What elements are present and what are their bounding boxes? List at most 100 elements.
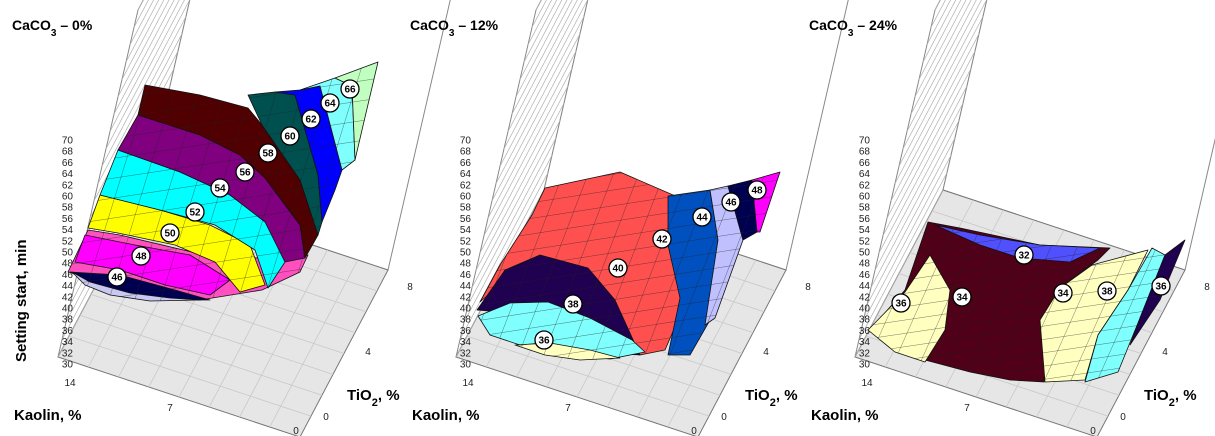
wall-gridline xyxy=(862,155,952,323)
wall-gridline xyxy=(495,16,585,184)
kaolin-tick-label: 14 xyxy=(861,378,873,389)
z-tick-label: 40 xyxy=(859,304,871,315)
z-tick-label: 52 xyxy=(62,236,74,247)
z-tick-label: 50 xyxy=(460,248,472,259)
z-tick-label: 42 xyxy=(859,292,871,303)
wall-gridline xyxy=(523,0,558,63)
wall-gridline xyxy=(886,51,976,219)
z-tick-label: 66 xyxy=(62,158,74,169)
title-sub: 3 xyxy=(51,28,57,39)
wall-gridline xyxy=(878,85,968,254)
contour-value: 66 xyxy=(344,85,356,96)
wall-gridline xyxy=(117,0,170,97)
contour-label: 38 xyxy=(1097,281,1117,301)
contour-value: 36 xyxy=(895,299,907,310)
z-tick-label: 58 xyxy=(859,203,871,214)
z-tick-label: 70 xyxy=(460,136,472,147)
tio2-sub: 2 xyxy=(1169,397,1175,409)
kaolin-tick-label: 14 xyxy=(462,378,474,389)
surface-region xyxy=(934,224,1101,263)
z-tick-label: 48 xyxy=(460,259,472,270)
tio2-main: TiO xyxy=(745,387,770,404)
contour-label: 52 xyxy=(185,202,205,222)
contour-label: 44 xyxy=(692,207,712,227)
tio2-tick-label: 8 xyxy=(1204,282,1210,293)
floor-gridline xyxy=(667,259,757,428)
z-tick-label: 56 xyxy=(859,214,871,225)
wall-gridline xyxy=(121,0,165,80)
z-tick-label: 38 xyxy=(460,315,472,326)
contour-bubble xyxy=(280,126,300,146)
z-tick-label: 56 xyxy=(460,214,472,225)
contour-label: 66 xyxy=(340,79,360,99)
contour-value: 36 xyxy=(538,336,550,347)
contour-label: 32 xyxy=(1014,245,1034,265)
contour-bubble xyxy=(235,162,255,182)
contour-label: 64 xyxy=(320,93,340,113)
kaolin-tick-label: 14 xyxy=(64,378,76,389)
tio2-axis-label: TiO2, % xyxy=(745,387,798,409)
panel-title: CaCO3 – 24% xyxy=(809,17,898,39)
z-tick-label: 38 xyxy=(62,315,74,326)
z-tick-label: 32 xyxy=(62,348,74,359)
surface-region xyxy=(867,254,951,363)
z-tick-label: 42 xyxy=(460,292,472,303)
title-rest: – 0% xyxy=(56,17,92,33)
contour-label: 40 xyxy=(608,258,628,278)
contour-bubble xyxy=(952,287,972,307)
z-tick-label: 60 xyxy=(859,192,871,203)
z-tick-label: 30 xyxy=(859,360,871,371)
wall-gridline xyxy=(483,68,573,236)
z-tick-label: 36 xyxy=(62,326,74,337)
tio2-tick-label: 4 xyxy=(365,347,371,358)
wall-gridline xyxy=(503,0,583,149)
contour-value: 44 xyxy=(696,213,708,224)
contour-label: 38 xyxy=(563,294,583,314)
contour-bubble xyxy=(608,258,628,278)
z-tick-label: 52 xyxy=(460,236,472,247)
wall-gridline xyxy=(487,51,577,219)
contour-value: 52 xyxy=(189,208,201,219)
z-tick-label: 66 xyxy=(859,158,871,169)
wall-gridline xyxy=(926,0,951,45)
contour-bubble xyxy=(160,223,180,243)
surface-region xyxy=(74,234,231,296)
wall-gridline xyxy=(499,0,588,167)
tio2-rest: , % xyxy=(776,387,798,404)
contour-value: 46 xyxy=(725,198,737,209)
title-main: CaCO xyxy=(809,17,848,33)
tio2-tick-label: 4 xyxy=(763,347,769,358)
title-main: CaCO xyxy=(410,17,449,33)
chart-panel-0: 3032343638404244464850525456586062646668… xyxy=(12,0,451,436)
z-tick-label: 46 xyxy=(859,270,871,281)
wall-gridline xyxy=(922,0,957,63)
contour-bubble xyxy=(534,330,554,350)
z-tick-label: 62 xyxy=(460,180,472,191)
contour-bubble xyxy=(131,246,151,266)
contour-value: 34 xyxy=(956,293,968,304)
wall-gridline xyxy=(113,0,175,115)
title-sub: 3 xyxy=(848,28,854,39)
wall-gridline xyxy=(918,0,962,80)
z-tick-label: 52 xyxy=(859,236,871,247)
z-tick-label: 50 xyxy=(62,248,74,259)
contour-value: 32 xyxy=(1018,251,1030,262)
z-tick-label: 64 xyxy=(859,169,871,180)
z-tick-label: 54 xyxy=(460,225,472,236)
z-tick-label: 34 xyxy=(859,337,871,348)
contour-bubble xyxy=(301,109,321,129)
tio2-rest: , % xyxy=(378,387,400,404)
contour-bubble xyxy=(185,202,205,222)
contour-value: 58 xyxy=(262,149,274,160)
z-tick-label: 32 xyxy=(460,348,472,359)
chart-panel-2: 3032343638404244464850525456586062646668… xyxy=(809,0,1215,436)
wall-gridline xyxy=(870,120,960,288)
contour-value: 56 xyxy=(239,168,251,179)
kaolin-tick-label: 0 xyxy=(293,426,299,436)
contour-value: 54 xyxy=(214,184,226,195)
contour-value: 62 xyxy=(305,115,317,126)
panel-title: CaCO3 – 0% xyxy=(12,17,93,39)
z-tick-label: 42 xyxy=(62,292,74,303)
z-tick-label: 54 xyxy=(62,225,74,236)
contour-label: 48 xyxy=(131,246,151,266)
